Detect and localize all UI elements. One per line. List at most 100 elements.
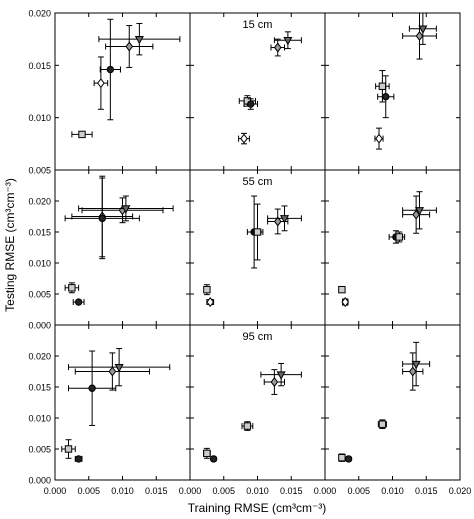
data-point [74, 455, 83, 463]
marker-square [68, 284, 76, 292]
data-point [105, 25, 154, 68]
row-depth-label: 55 cm [243, 176, 273, 188]
y-tick-label: 0.005 [28, 290, 51, 300]
marker-square [253, 228, 262, 236]
data-point [99, 18, 121, 121]
data-point [270, 38, 285, 57]
y-tick-label: 0.000 [28, 476, 51, 486]
data-point [243, 98, 258, 110]
marker-diamond [270, 377, 279, 388]
marker-diamond [341, 297, 350, 308]
marker-circle [74, 298, 83, 306]
data-point [98, 22, 181, 56]
y-tick-label: 0.015 [28, 61, 51, 71]
y-tick-label: 0.010 [28, 414, 51, 424]
y-tick-label: 0.015 [28, 383, 51, 393]
data-point [72, 298, 85, 306]
data-point [209, 455, 218, 463]
data-point [408, 12, 437, 45]
y-tick-label: 0.005 [28, 445, 51, 455]
marker-diamond [108, 366, 117, 377]
marker-circle [344, 455, 353, 463]
marker-square [64, 445, 73, 453]
marker-triangle [121, 205, 131, 214]
marker-diamond [97, 78, 105, 89]
x-tick-label: 0.015 [415, 486, 438, 496]
data-point [203, 284, 211, 296]
data-point [393, 231, 406, 243]
data-point [64, 177, 140, 260]
data-point [377, 75, 395, 119]
panel-frame [324, 12, 461, 171]
marker-square [378, 82, 387, 90]
marker-diamond [375, 133, 383, 144]
x-tick-label: 0.010 [381, 486, 404, 496]
x-tick-label: 0.010 [111, 486, 134, 496]
y-tick-label: 0.020 [28, 352, 51, 362]
data-point [64, 282, 80, 294]
marker-triangle [134, 35, 144, 45]
data-point [402, 12, 437, 60]
data-point [78, 195, 174, 222]
y-tick-label: 0.000 [28, 321, 51, 331]
marker-square [338, 453, 346, 462]
marker-circle [74, 455, 83, 463]
y-tick-label: 0.005 [28, 166, 51, 176]
marker-diamond [273, 216, 282, 227]
data-point [68, 348, 171, 387]
panel-frame [189, 12, 326, 171]
marker-triangle [276, 371, 286, 380]
marker-square [378, 420, 387, 428]
data-point [338, 453, 346, 462]
data-point [260, 362, 302, 387]
y-tick-label: 0.010 [28, 113, 51, 123]
x-tick-label: 0.015 [145, 486, 168, 496]
row-depth-label: 95 cm [243, 331, 273, 343]
x-tick-label: 0.000 [44, 486, 67, 496]
marker-triangle [418, 25, 428, 34]
marker-square [78, 130, 86, 139]
x-tick-label: 0.010 [246, 486, 269, 496]
x-tick-label: 0.005 [212, 486, 235, 496]
data-point [402, 341, 431, 387]
row-depth-label: 15 cm [243, 19, 273, 31]
axis-text: 0.005 0.010 0.015 0.020 15 cm 0.000 0.005 0.010… [28, 9, 471, 497]
data-point [402, 352, 424, 391]
marker-triangle [283, 37, 293, 46]
data-point [273, 31, 302, 50]
data-point [374, 127, 384, 150]
marker-circle [247, 100, 255, 108]
x-tick-label: 0.020 [449, 486, 472, 496]
marker-triangle [411, 360, 421, 370]
x-axis-label: Training RMSE (cm³cm⁻³) [188, 501, 327, 515]
data-point [338, 285, 346, 294]
data-point [267, 205, 302, 232]
panel-frames [54, 12, 461, 481]
data-point [203, 447, 211, 459]
x-tick-label: 0.000 [314, 486, 337, 496]
x-tick-label: 0.005 [347, 486, 370, 496]
data-point [61, 439, 76, 459]
y-tick-label: 0.010 [28, 259, 51, 269]
marker-square [243, 422, 252, 430]
data-point [341, 297, 350, 308]
marker-triangle [114, 363, 124, 373]
marker-triangle [414, 207, 425, 216]
marker-square [203, 285, 211, 294]
marker-diamond [273, 42, 282, 53]
data-point [238, 132, 250, 145]
y-tick-label: 0.020 [28, 197, 51, 207]
data-point [344, 455, 353, 463]
data-point [241, 421, 254, 431]
x-tick-label: 0.015 [280, 486, 303, 496]
data-point [71, 130, 93, 139]
marker-square [338, 285, 346, 294]
marker-diamond [408, 366, 417, 377]
panel-frame [54, 12, 191, 171]
marker-diamond [125, 41, 134, 52]
marker-triangle [279, 215, 290, 224]
marker-square [203, 449, 211, 458]
marker-circle [382, 93, 390, 101]
